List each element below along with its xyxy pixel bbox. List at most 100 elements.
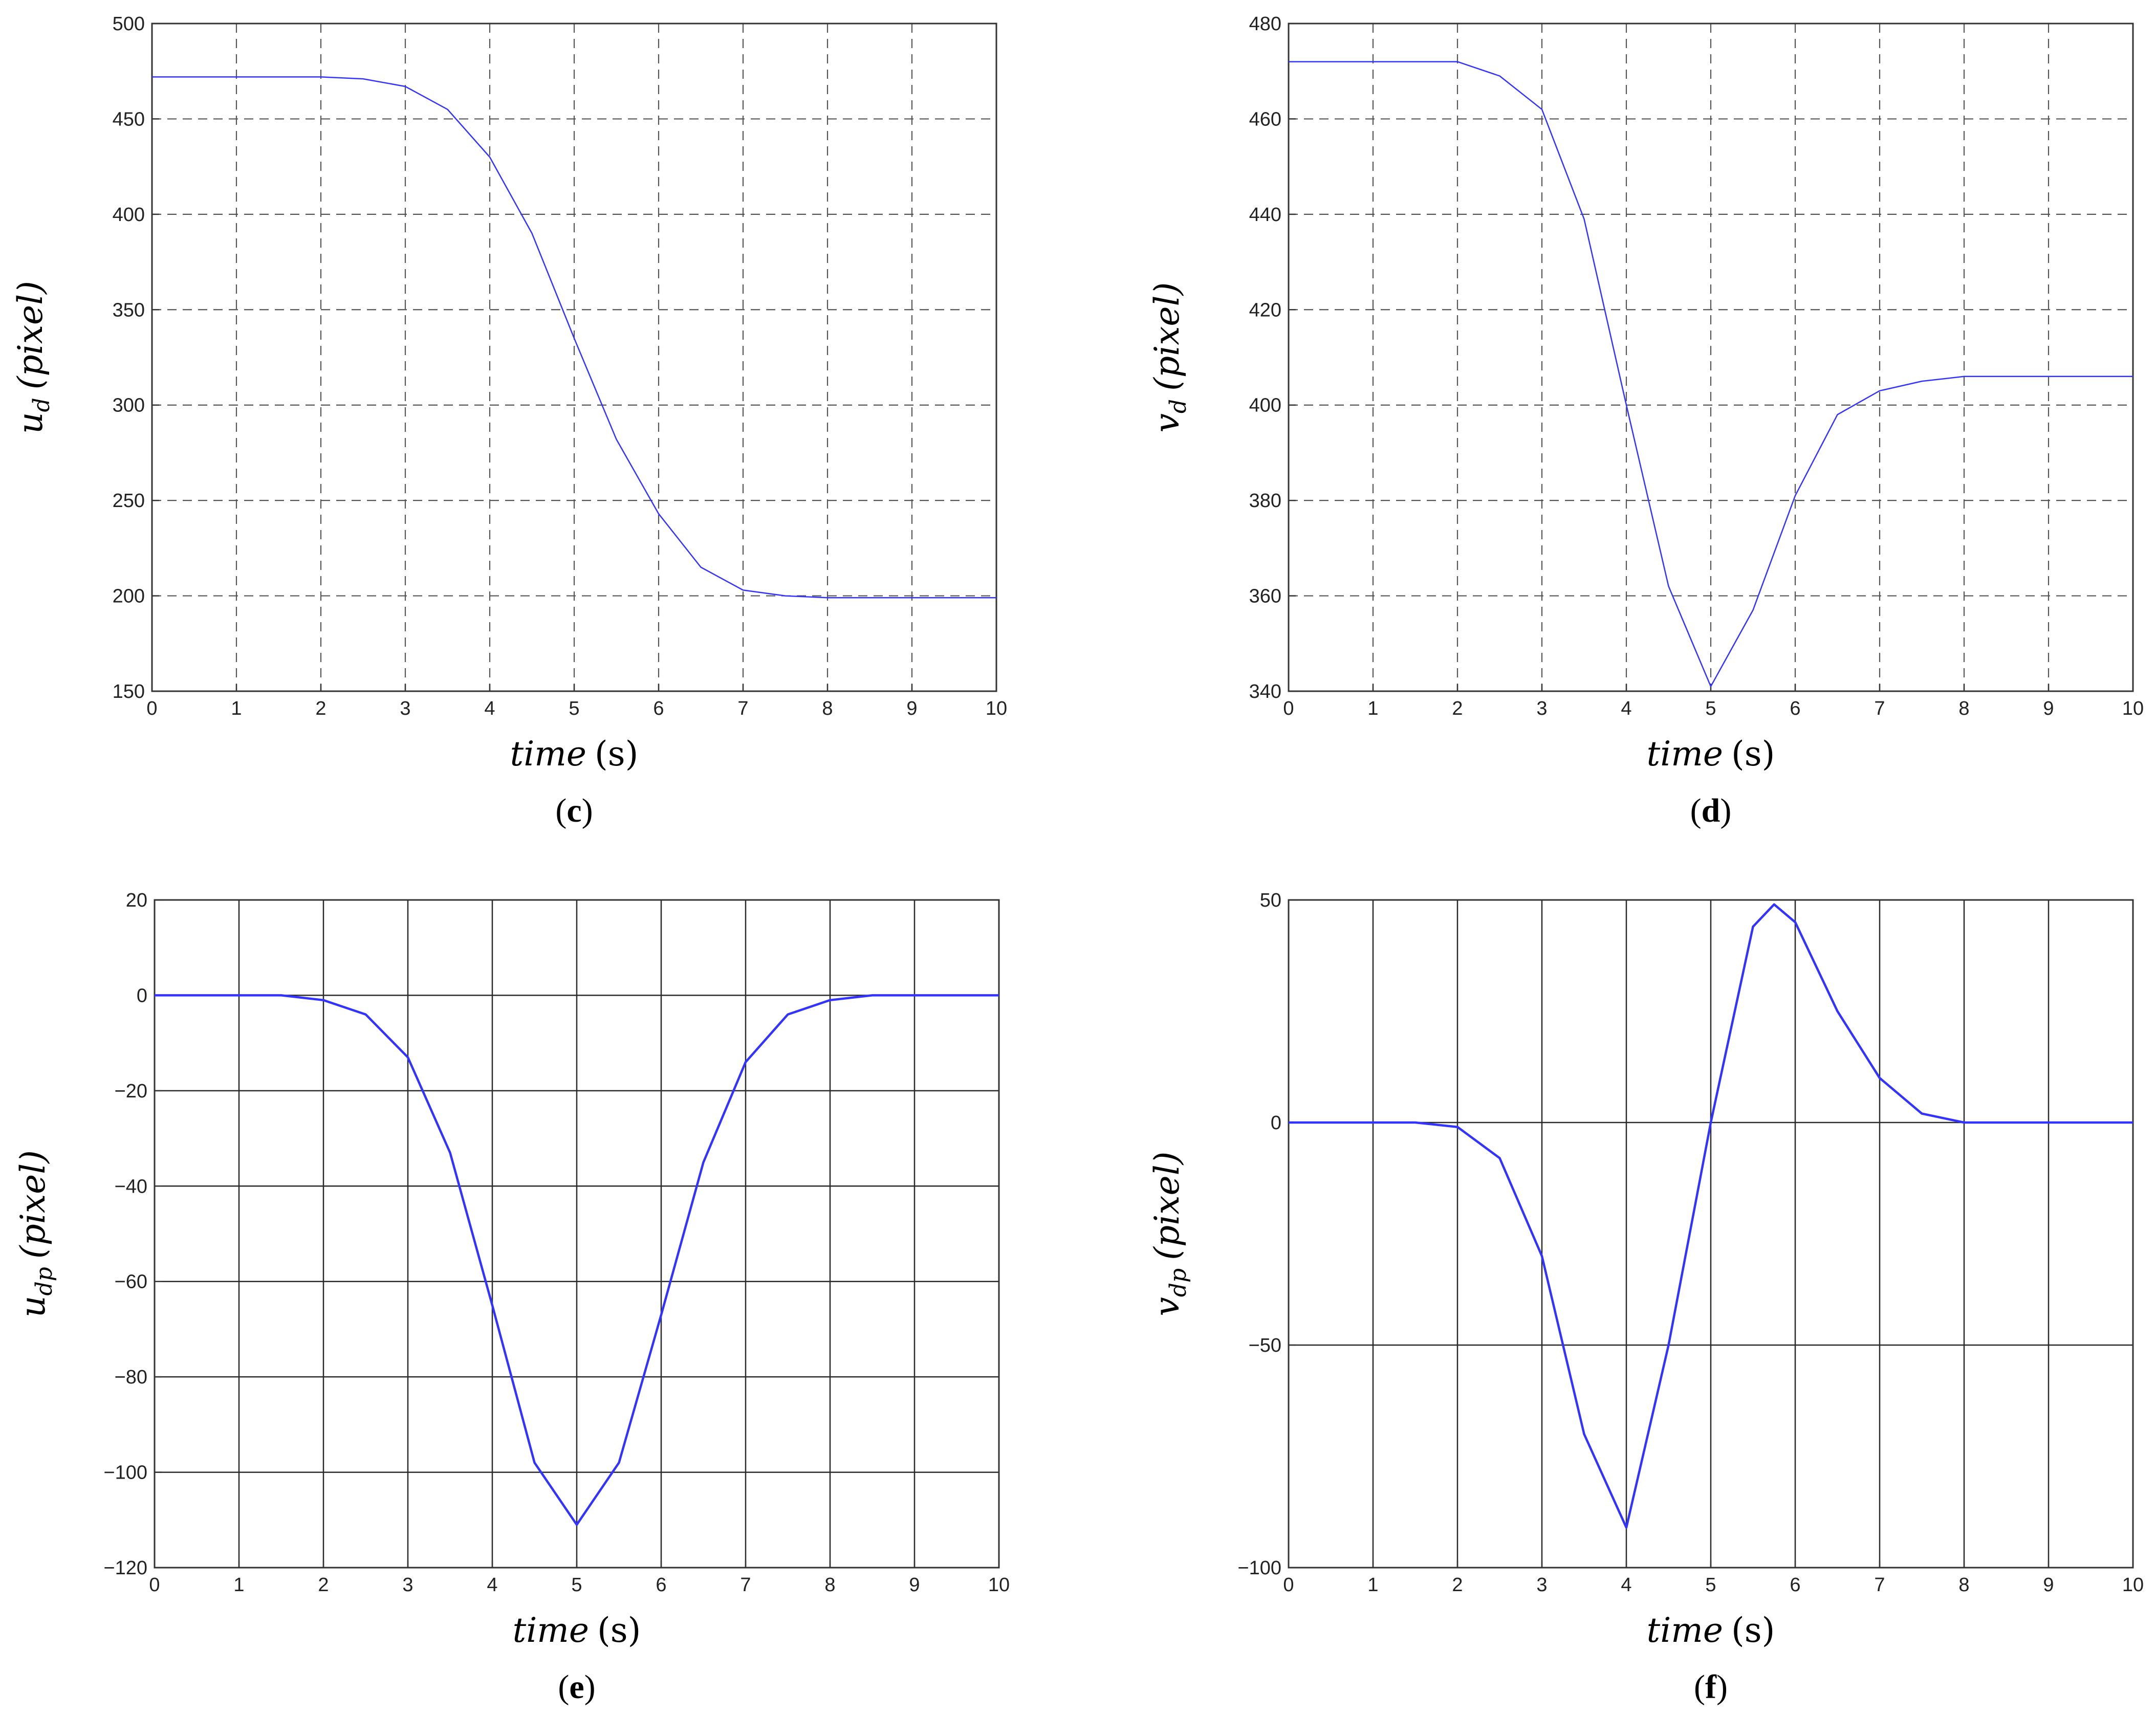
- y-tick-label: 450: [113, 108, 145, 130]
- y-axis-subscript: dp: [31, 1267, 57, 1295]
- x-tick-label: 10: [2122, 698, 2144, 719]
- x-axis-title: time (s): [513, 1611, 641, 1650]
- series-line: [1289, 61, 2133, 687]
- panel-label: (f): [1694, 1668, 1728, 1706]
- x-tick-label: 2: [1452, 698, 1463, 719]
- x-tick-label: 3: [402, 1574, 413, 1596]
- x-tick-label: 4: [1621, 1574, 1631, 1596]
- x-tick-label: 1: [1367, 1574, 1378, 1596]
- y-axis-unit: (pixel): [1147, 1152, 1187, 1260]
- panel-e: 0 1 2 3 4 5 6 7 8 9 10−120−100−80−60−40−20020time(…: [13, 890, 1010, 1706]
- x-tick-label: 10: [988, 1574, 1010, 1596]
- panel-label-open-paren: (: [1690, 792, 1702, 829]
- x-tick-label: 8: [1958, 698, 1969, 719]
- x-tick-label: 9: [2043, 698, 2054, 719]
- x-tick-label: 7: [740, 1574, 751, 1596]
- y-tick-label: 400: [113, 204, 145, 226]
- x-tick-label: 10: [986, 698, 1007, 719]
- panel-label-open-paren: (: [555, 792, 567, 829]
- y-tick-label: 150: [113, 681, 145, 702]
- y-axis-unit: (pixel): [1147, 282, 1187, 391]
- y-axis-symbol: u: [11, 412, 50, 434]
- y-tick-label: 350: [113, 299, 145, 321]
- y-tick-label: −80: [115, 1367, 147, 1388]
- x-tick-label: 3: [1536, 698, 1547, 719]
- y-tick-label: −120: [103, 1557, 147, 1579]
- x-axis-var: time: [510, 734, 586, 774]
- x-tick-label: 0: [149, 1574, 160, 1596]
- x-tick-label: 3: [1536, 1574, 1547, 1596]
- x-tick-label: 5: [571, 1574, 582, 1596]
- x-tick-label: 2: [1452, 1574, 1463, 1596]
- panel-letter: d: [1702, 792, 1721, 829]
- y-axis-subscript: d: [1165, 399, 1191, 413]
- x-tick-label: 8: [822, 698, 833, 719]
- y-tick-label: −40: [115, 1176, 147, 1197]
- panel-f: 0 1 2 3 4 5 6 7 8 9 10 −100 −50 0 50 time (s) vdp (pixel) (…: [1147, 890, 2144, 1706]
- x-tick-label: 5: [1705, 698, 1716, 719]
- y-tick-label: 360: [1249, 586, 1281, 607]
- panel-d: 0 1 2 3 4 5 6 7 8 9 10 340 360 380 400 420 440 460 480 time…: [1147, 13, 2144, 829]
- x-axis-title: time (s): [1647, 734, 1775, 774]
- y-tick-label: −50: [1249, 1335, 1281, 1356]
- y-axis-symbol: v: [1147, 413, 1187, 432]
- panel-label-close-paren: ): [582, 792, 593, 829]
- x-tick-label: 10: [2122, 1574, 2144, 1596]
- y-tick-label: 440: [1249, 204, 1281, 226]
- x-tick-label: 6: [1790, 698, 1800, 719]
- y-axis-subscript: d: [29, 398, 55, 412]
- y-axis-symbol: u: [13, 1296, 53, 1318]
- panel-c: 0 1 2 3 4 5 6 7 8 9 10 150 200 250 300 350 400 450 500 time…: [11, 13, 1007, 829]
- y-axis-title: udp (pixel): [13, 1150, 57, 1317]
- panel-label-close-paren: ): [1720, 792, 1731, 829]
- y-tick-label: 400: [1249, 395, 1281, 416]
- x-tick-label: 9: [909, 1574, 920, 1596]
- y-axis-title: vd (pixel): [1147, 282, 1191, 433]
- y-axis-symbol: v: [1147, 1297, 1187, 1316]
- x-tick-label: 3: [400, 698, 410, 719]
- x-tick-label: 4: [484, 698, 495, 719]
- panel-label-open-paren: (: [558, 1668, 569, 1706]
- x-tick-label: 9: [906, 698, 917, 719]
- y-tick-label: 480: [1249, 13, 1281, 35]
- x-tick-label: 0: [146, 698, 157, 719]
- panel-label: (e): [558, 1668, 595, 1706]
- x-tick-label: 2: [315, 698, 326, 719]
- panel-label: (c): [555, 792, 593, 829]
- panel-label-open-paren: (: [1694, 1668, 1705, 1706]
- x-tick-label: 1: [233, 1574, 244, 1596]
- y-axis-subscript: dp: [1165, 1268, 1191, 1297]
- y-tick-label: 460: [1249, 108, 1281, 130]
- x-tick-label: 7: [1874, 698, 1885, 719]
- series-line: [155, 994, 999, 1526]
- y-axis-title: ud (pixel): [11, 281, 55, 434]
- y-tick-label: 200: [113, 586, 145, 607]
- x-tick-label: 8: [824, 1574, 835, 1596]
- x-tick-label: 7: [1874, 1574, 1885, 1596]
- panel-label-close-paren: ): [584, 1668, 596, 1706]
- series-line: [152, 76, 996, 599]
- x-tick-label: 6: [656, 1574, 666, 1596]
- y-tick-label: −60: [115, 1271, 147, 1293]
- x-tick-label: 0: [1283, 698, 1294, 719]
- x-axis-var: time: [513, 1611, 589, 1650]
- x-tick-label: 0: [1283, 1574, 1294, 1596]
- y-axis-unit: (pixel): [11, 281, 50, 389]
- x-axis-var: time: [1647, 734, 1723, 774]
- x-tick-label: 6: [653, 698, 664, 719]
- y-tick-label: −100: [1237, 1557, 1281, 1579]
- x-axis-title: time (s): [510, 734, 639, 774]
- x-axis-var: time: [1647, 1611, 1723, 1650]
- x-axis-unit: (s): [1731, 1611, 1775, 1650]
- y-tick-label: 380: [1249, 490, 1281, 512]
- y-tick-label: 500: [113, 13, 145, 35]
- x-axis-unit: (s): [597, 1611, 641, 1650]
- y-tick-label: 20: [126, 890, 147, 911]
- panel-label-close-paren: ): [1716, 1668, 1728, 1706]
- x-axis-title: time (s): [1647, 1611, 1775, 1650]
- y-tick-label: 0: [1271, 1112, 1281, 1134]
- panel-letter: f: [1705, 1668, 1717, 1706]
- y-tick-label: 50: [1260, 890, 1281, 911]
- x-tick-label: 4: [1621, 698, 1631, 719]
- y-tick-label: −100: [103, 1462, 147, 1484]
